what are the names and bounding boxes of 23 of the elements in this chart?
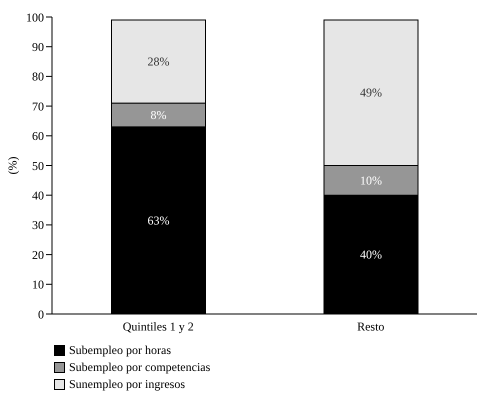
data-label: 28% — [148, 54, 170, 69]
data-label: 63% — [148, 213, 170, 228]
data-label: 40% — [360, 248, 382, 262]
legend-label: Subempleo por competencias — [69, 360, 210, 375]
y-tick-label: 100 — [26, 10, 44, 24]
data-label: 49% — [360, 86, 382, 100]
legend-label: Sunempleo por ingresos — [69, 377, 185, 392]
y-tick-label: 60 — [32, 129, 44, 144]
y-tick-label: 40 — [32, 188, 44, 202]
data-label: 10% — [360, 173, 382, 188]
y-tick-label: 10 — [32, 278, 44, 292]
y-tick-label: 80 — [32, 70, 44, 84]
y-tick-label: 20 — [32, 248, 44, 262]
y-tick-label: 0 — [38, 307, 44, 322]
x-tick-label: Resto — [357, 320, 384, 334]
legend-label: Subempleo por horas — [69, 343, 171, 358]
y-tick-label: 50 — [32, 158, 44, 173]
y-tick-label: 70 — [32, 99, 44, 114]
data-label: 8% — [150, 108, 166, 122]
y-tick-label: 30 — [32, 218, 44, 232]
y-axis-title: (%) — [5, 156, 20, 174]
y-tick-label: 90 — [32, 40, 44, 54]
x-tick-label: Quintiles 1 y 2 — [122, 320, 194, 334]
